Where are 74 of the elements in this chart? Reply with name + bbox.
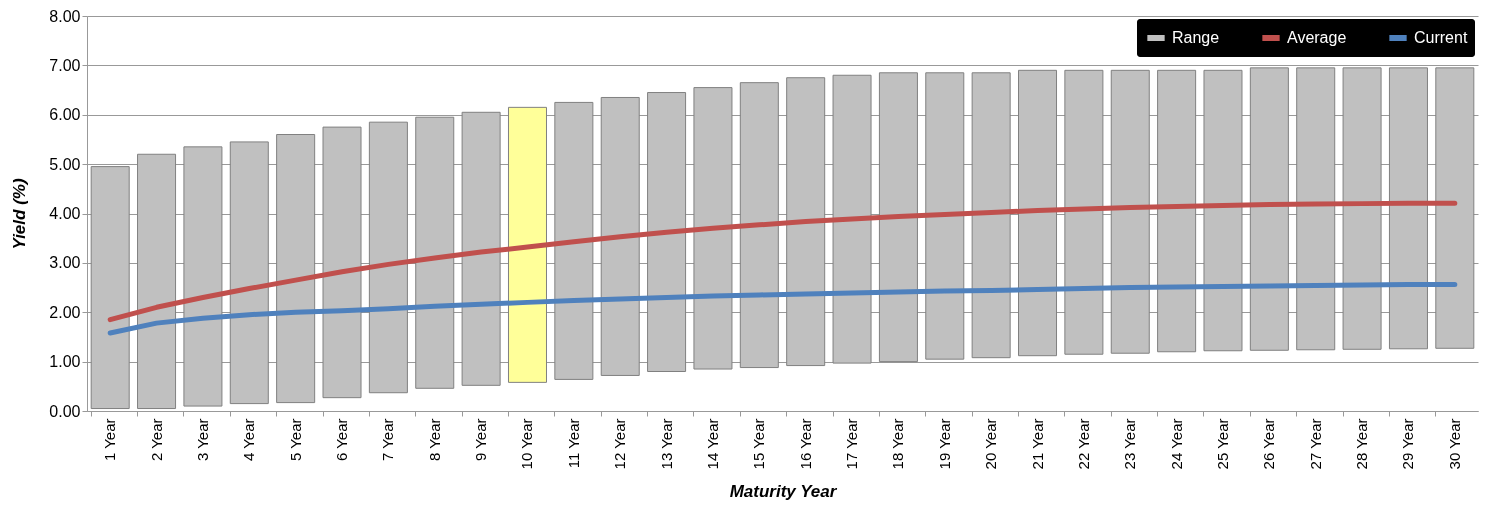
bar <box>1110 69 1150 354</box>
x-tick-label: 17 Year <box>843 418 861 470</box>
bar <box>1157 69 1197 353</box>
bar <box>878 72 918 363</box>
bar <box>554 101 594 380</box>
y-tick-label: 1.00 <box>49 353 81 371</box>
bar <box>1203 69 1243 352</box>
y-tick-label: 6.00 <box>49 106 81 124</box>
bar <box>693 87 733 370</box>
bar <box>183 146 223 407</box>
x-tick-label: 4 Year <box>240 418 258 462</box>
bar <box>1018 69 1058 357</box>
bar <box>368 121 408 394</box>
bar <box>1249 67 1289 351</box>
x-tick-label: 2 Year <box>147 418 165 462</box>
x-tick-label: 7 Year <box>379 418 397 462</box>
bar <box>1388 67 1428 350</box>
x-tick-label: 11 Year <box>564 418 582 469</box>
x-tick-label: 22 Year <box>1074 418 1092 470</box>
x-tick-label: 27 Year <box>1306 418 1324 470</box>
x-tick-label: 24 Year <box>1167 418 1185 470</box>
x-axis-title: Maturity Year <box>729 481 838 501</box>
x-tick-label: 6 Year <box>333 418 351 462</box>
y-tick-label: 2.00 <box>49 303 81 321</box>
bar <box>739 82 779 369</box>
x-tick-label: 28 Year <box>1353 418 1371 470</box>
x-tick-label: 1 Year <box>101 418 119 462</box>
bar <box>276 134 316 404</box>
bar <box>322 126 362 399</box>
bar <box>1296 67 1336 351</box>
x-tick-label: 14 Year <box>703 418 721 470</box>
bar <box>971 72 1011 359</box>
legend-label: Average <box>1287 29 1347 46</box>
x-tick-label: 23 Year <box>1121 418 1139 470</box>
x-tick-label: 9 Year <box>472 418 490 462</box>
x-tick-label: 8 Year <box>425 418 443 462</box>
bar <box>137 153 177 410</box>
bar <box>90 166 130 410</box>
x-tick-label: 12 Year <box>611 418 629 470</box>
y-tick-label: 8.00 <box>49 7 81 25</box>
bar <box>925 72 965 360</box>
x-tick-label: 10 Year <box>518 418 536 470</box>
x-tick-label: 15 Year <box>750 418 768 470</box>
bar <box>461 111 501 386</box>
bar <box>832 74 872 364</box>
y-tick-label: 4.00 <box>49 205 81 222</box>
bar <box>507 106 547 383</box>
x-tick-label: 18 Year <box>889 418 907 470</box>
x-tick-label: 3 Year <box>193 418 211 462</box>
x-tick-label: 13 Year <box>657 418 675 470</box>
bar <box>786 77 826 367</box>
y-axis-title: Yield (%) <box>10 178 30 250</box>
x-tick-label: 26 Year <box>1260 418 1278 470</box>
bar <box>1342 67 1382 350</box>
bar <box>600 96 640 376</box>
y-tick-label: 5.00 <box>49 155 81 173</box>
bar <box>415 116 455 389</box>
y-tick-label: 7.00 <box>49 56 81 74</box>
bar <box>229 141 269 405</box>
y-tick-label: 3.00 <box>49 254 81 272</box>
series-label: Range <box>1172 29 1220 46</box>
x-tick-label: 16 Year <box>796 418 814 470</box>
y-tick-label: 0.00 <box>49 402 81 420</box>
x-tick-label: 30 Year <box>1445 418 1463 470</box>
x-tick-label: 19 Year <box>935 418 953 470</box>
bar <box>1064 69 1104 355</box>
bar <box>1435 67 1475 349</box>
bar <box>647 92 687 372</box>
x-tick-label: 5 Year <box>286 418 304 462</box>
legend-label: Current <box>1414 29 1468 46</box>
x-tick-label: 25 Year <box>1213 418 1231 470</box>
x-tick-label: 29 Year <box>1399 418 1417 470</box>
x-tick-label: 21 Year <box>1028 418 1046 470</box>
x-tick-label: 20 Year <box>982 418 1000 470</box>
